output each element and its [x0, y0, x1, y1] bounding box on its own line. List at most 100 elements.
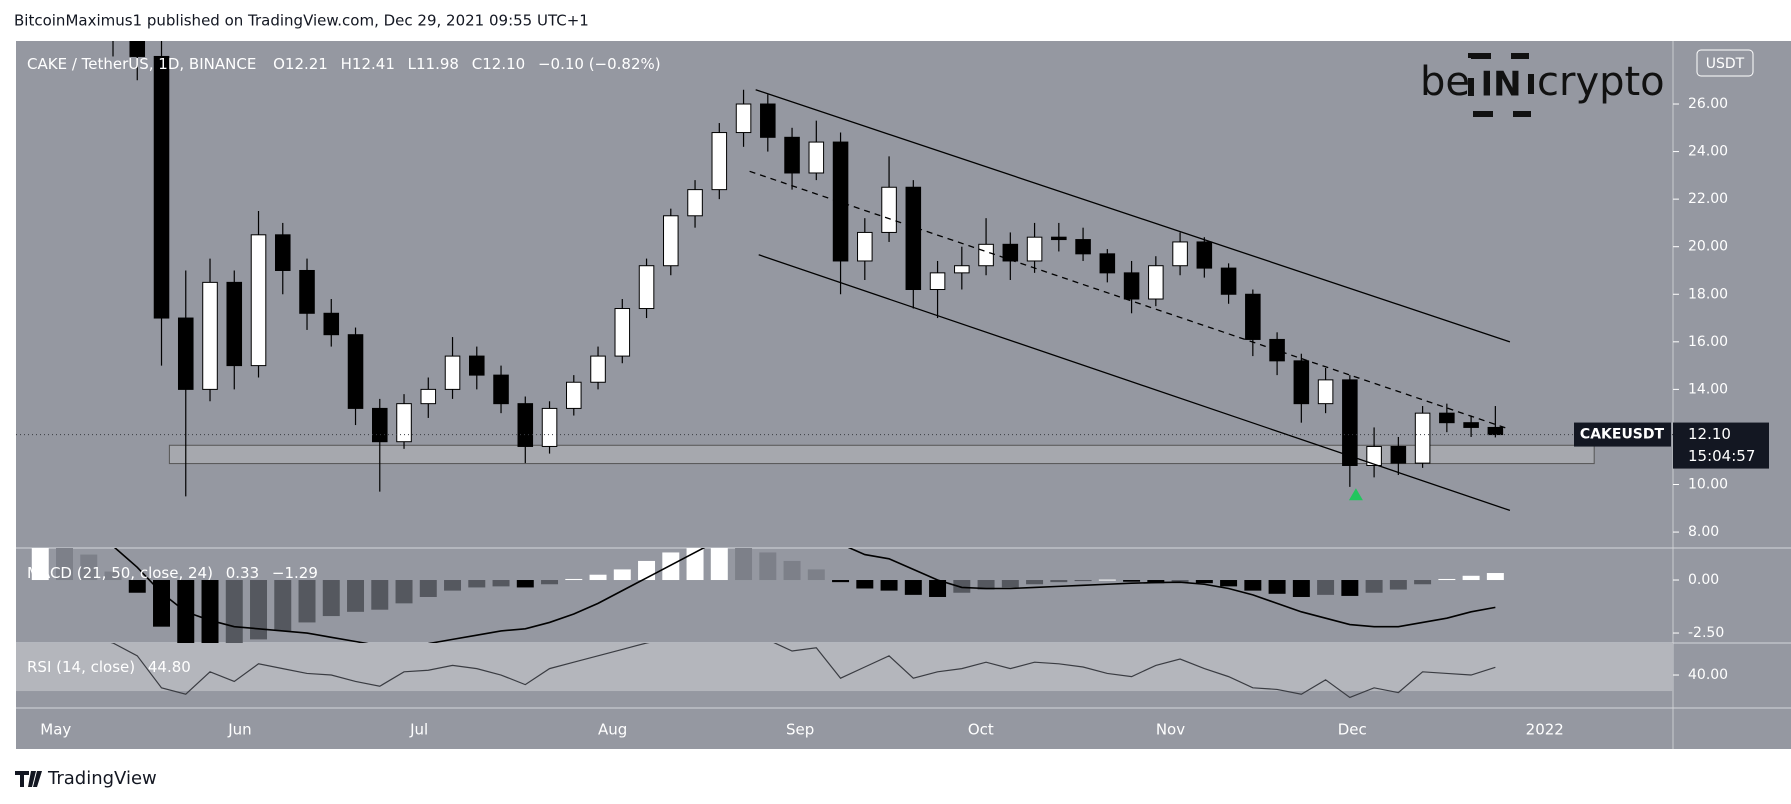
macd-histogram-bar	[31, 548, 49, 581]
macd-histogram-bar	[832, 580, 850, 583]
watermark-right: crypto	[1537, 59, 1665, 105]
y-tick-label: 26.00	[1688, 96, 1728, 112]
signal-marker	[1348, 488, 1363, 501]
macd-histogram-bar	[1244, 580, 1262, 591]
candle-body	[954, 265, 970, 274]
price-tag	[1673, 422, 1769, 469]
candle-body	[250, 234, 267, 367]
macd-histogram-bar	[1074, 580, 1092, 582]
candle-body	[202, 281, 218, 390]
ohlc-value: 11.98	[416, 55, 459, 73]
x-tick-label: Jul	[409, 721, 428, 739]
x-tick-label: Oct	[968, 721, 994, 739]
candle-body	[857, 231, 873, 262]
symbol-title: CAKE / TetherUS, 1D, BINANCE	[27, 55, 256, 73]
unit-box	[1696, 49, 1754, 77]
candle-body	[106, 0, 121, 9]
macd-histogram-bar	[1486, 573, 1504, 581]
footer-brand: TradingView	[47, 768, 157, 789]
x-tick-label: Sep	[786, 721, 814, 739]
macd-histogram-bar	[856, 580, 874, 589]
macd-histogram-bar	[929, 580, 947, 597]
x-tick-label: May	[40, 721, 71, 739]
rsi-value: 44.80	[148, 658, 191, 676]
candle-body	[711, 132, 728, 191]
candle-body	[808, 141, 825, 174]
macd-histogram-bar	[807, 569, 825, 581]
macd-histogram-bar	[56, 548, 73, 581]
candle-body	[177, 317, 194, 390]
macd-histogram-bar	[1292, 580, 1310, 597]
watermark-box-text: IN	[1480, 65, 1521, 105]
macd-histogram-bar	[298, 580, 316, 623]
y-tick-label: 0.00	[1688, 572, 1719, 588]
candle-body	[735, 103, 752, 134]
macd-histogram-bar	[977, 580, 995, 590]
macd-histogram-bar	[1001, 580, 1019, 588]
candle-body	[1317, 379, 1334, 405]
candle-body	[226, 281, 243, 367]
macd-histogram-bar	[1220, 580, 1238, 587]
macd-histogram-bar	[419, 580, 437, 597]
footer: TradingView	[15, 768, 157, 789]
candle-body	[832, 141, 849, 262]
rsi-title: RSI (14, close)	[27, 658, 135, 676]
y-tick-label: 8.00	[1688, 524, 1719, 540]
y-tick-label: 18.00	[1688, 286, 1728, 302]
legend: CAKE / TetherUS, 1D, BINANCE O12.21 H12.…	[27, 55, 661, 73]
macd-histogram-bar	[516, 580, 534, 588]
macd-histogram-bar	[250, 580, 268, 640]
candle-body	[760, 103, 776, 138]
macd-histogram-bar	[565, 578, 583, 581]
candle-body	[372, 407, 388, 443]
macd-histogram-bar	[128, 580, 146, 593]
candle-body	[590, 355, 606, 383]
x-tick-label: Dec	[1338, 721, 1367, 739]
candle-body	[1269, 338, 1285, 362]
macd-histogram-bar	[153, 580, 170, 627]
candle-body	[541, 407, 558, 447]
macd-histogram-bar	[904, 580, 922, 595]
y-tick-label: 22.00	[1688, 191, 1728, 207]
candle-body	[1390, 445, 1407, 464]
macd-histogram-bar	[395, 580, 413, 604]
candle-body	[566, 381, 582, 409]
candle-body	[663, 215, 679, 267]
candle-body	[420, 388, 437, 405]
ohlc-key: L	[408, 55, 417, 73]
macd-histogram-bar	[347, 580, 365, 612]
macd-histogram-bar	[589, 574, 607, 581]
candle-body	[929, 272, 946, 291]
candle-body	[1366, 445, 1382, 466]
macd-histogram-bar	[1414, 580, 1432, 585]
y-tick-label: 10.00	[1688, 477, 1728, 493]
y-tick-label: 16.00	[1688, 334, 1728, 350]
candle-body	[1487, 426, 1504, 436]
macd-line	[113, 548, 1496, 643]
y-tick-label: -2.50	[1688, 625, 1724, 641]
macd-histogram-bar	[880, 580, 898, 591]
publish-info: BitcoinMaximus1 published on TradingView…	[14, 12, 589, 30]
candle-body	[129, 41, 146, 57]
macd-histogram-bar	[953, 580, 971, 593]
macd-legend: MACD (21, 50, close, 24) 0.33 −1.29	[27, 564, 318, 582]
candle-body	[299, 269, 315, 314]
x-tick-label: Jun	[227, 721, 251, 739]
rsi-band	[16, 643, 1673, 692]
macd-histogram-bar	[1171, 580, 1189, 583]
candle-body	[1196, 241, 1213, 269]
ohlc-key: C	[472, 55, 482, 73]
candle-body	[1463, 422, 1479, 428]
macd-histogram-bar	[274, 580, 292, 631]
candle-body	[1026, 236, 1043, 262]
macd-histogram-bar	[1268, 580, 1286, 594]
ohlc-key: O	[273, 55, 285, 73]
macd-histogram-bar	[80, 554, 98, 581]
macd-histogram-bar	[104, 571, 122, 581]
unit-label: USDT	[1706, 56, 1745, 72]
macd-histogram-bar	[1341, 580, 1359, 596]
candle-body	[1293, 360, 1310, 405]
price-tag-label: 12.10	[1688, 425, 1731, 443]
channel-line	[755, 89, 1511, 343]
candle-body	[1148, 265, 1164, 300]
